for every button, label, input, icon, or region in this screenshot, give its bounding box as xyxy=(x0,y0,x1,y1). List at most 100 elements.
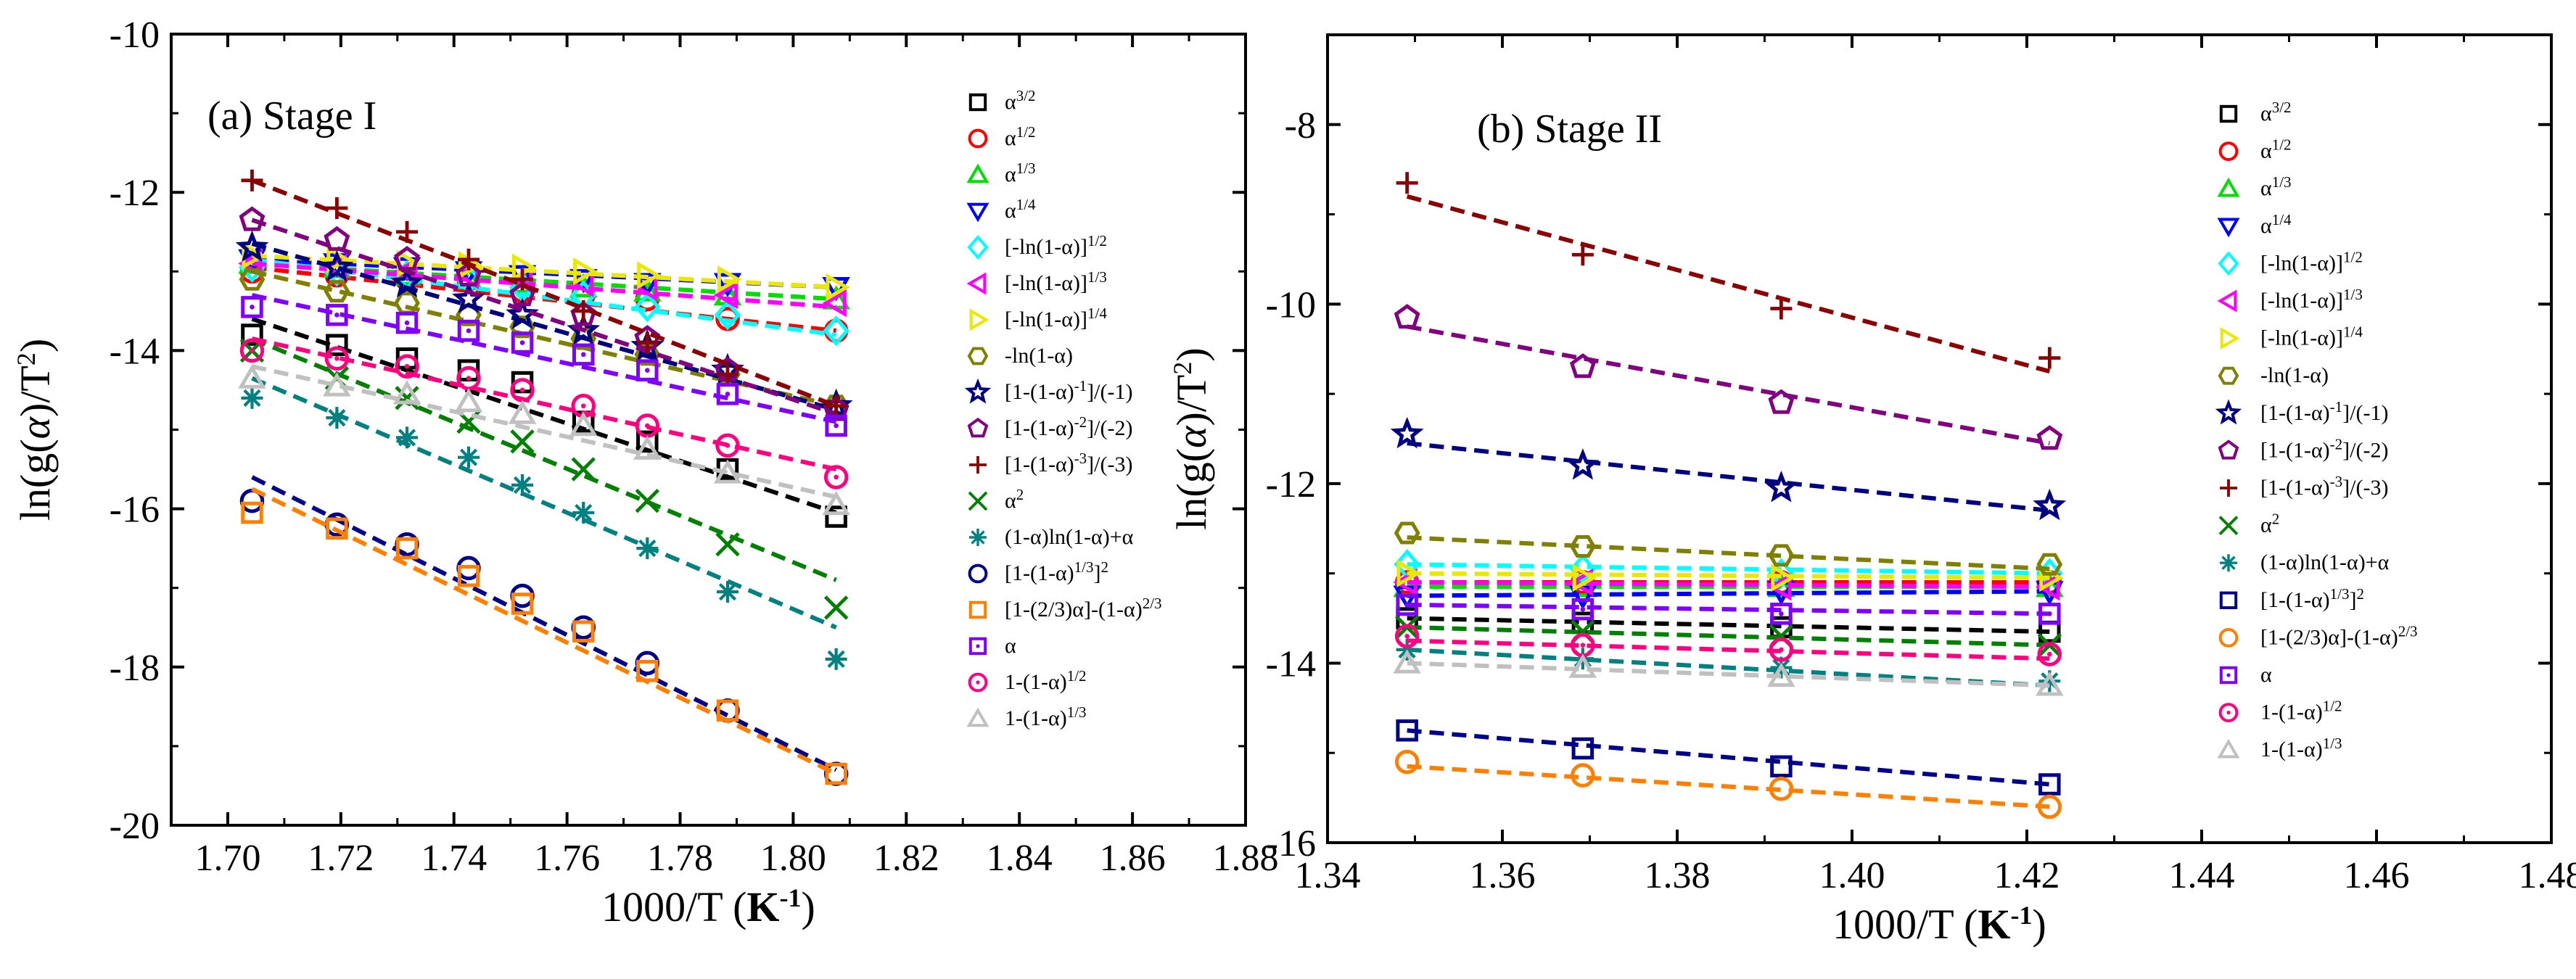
data-point-shape xyxy=(2036,553,2063,576)
legend-label: [1-(1-α)-2]/(-2) xyxy=(2260,435,2388,462)
data-point-shape xyxy=(511,268,534,291)
y-axis-title-alpha: α xyxy=(12,416,59,439)
data-point-shape xyxy=(1394,304,1420,329)
legend-label-sup: 1/2 xyxy=(1016,123,1036,141)
data-point xyxy=(1571,244,1594,266)
data-point-shape xyxy=(716,699,739,722)
legend-label: α xyxy=(2260,663,2272,687)
data-point xyxy=(1393,649,1421,674)
data-point xyxy=(510,429,535,454)
legend-marker xyxy=(968,600,987,619)
legend-marker xyxy=(2218,251,2239,276)
legend-item: [-ln(1-α)]1/4 xyxy=(2220,323,2363,350)
legend-marker xyxy=(966,202,989,223)
series-16 xyxy=(241,293,847,437)
legend-label-sup: -1 xyxy=(2330,398,2343,416)
data-point xyxy=(1767,572,1792,601)
legend-marker xyxy=(2218,366,2239,385)
data-point-shape xyxy=(457,319,480,342)
legend-label-sup: 1/3 xyxy=(1074,558,1094,576)
legend-marker xyxy=(2219,104,2238,123)
legend-item: [-ln(1-α)]1/2 xyxy=(2218,248,2363,276)
legend-label: 1-(1-α)1/2 xyxy=(1005,667,1087,694)
y-axis-title-tail: )/T xyxy=(1168,375,1215,426)
legend-label-part: [1-(1-α) xyxy=(2260,588,2330,612)
data-point xyxy=(508,400,537,424)
data-point-shape xyxy=(825,414,847,437)
data-point xyxy=(326,517,348,540)
fit-line xyxy=(251,241,837,413)
legend-label-part: α xyxy=(2260,102,2272,125)
data-point-shape xyxy=(636,537,659,560)
fit-line xyxy=(1407,616,2050,635)
data-point-shape xyxy=(1396,559,1421,587)
data-point xyxy=(1396,172,1418,194)
data-point-shape xyxy=(826,273,850,302)
data-point-shape xyxy=(326,407,348,429)
data-point xyxy=(323,372,351,397)
legend: α3/2α1/2α1/3α1/4[-ln(1-α)]1/2[-ln(1-α)]1… xyxy=(2215,99,2418,761)
x-axis-title-close: ) xyxy=(802,883,815,930)
legend-item: -ln(1-α) xyxy=(967,344,1073,368)
legend-marker-shape xyxy=(2217,218,2240,238)
legend-label-part: [1-(1-α) xyxy=(1005,416,1074,440)
legend-marker xyxy=(966,707,989,727)
data-point-dot xyxy=(1779,647,1784,653)
data-point-shape xyxy=(635,488,660,513)
legend-item: [1-(2/3)α]-(1-α)2/3 xyxy=(968,595,1162,621)
legend-marker xyxy=(2220,479,2237,497)
legend-label: α3/2 xyxy=(1005,87,1036,114)
data-point xyxy=(1569,553,1597,584)
data-point xyxy=(1770,755,1793,778)
data-point xyxy=(569,411,598,437)
data-point-dot xyxy=(1580,643,1586,648)
data-point xyxy=(825,395,847,417)
y-tick-label: -14 xyxy=(1266,643,1316,685)
data-point xyxy=(570,327,597,350)
data-point-shape xyxy=(1571,737,1594,760)
legend-item: (1-α)ln(1-α)+α xyxy=(969,525,1134,549)
legend-marker xyxy=(966,163,989,183)
data-point-shape xyxy=(395,532,419,557)
data-point xyxy=(713,459,742,484)
legend-label-part: α xyxy=(1005,126,1016,150)
series-9 xyxy=(1390,416,2067,521)
data-point-shape xyxy=(1394,624,1420,649)
data-point-dot xyxy=(834,474,839,480)
data-point-shape xyxy=(395,354,419,379)
data-point xyxy=(572,343,595,366)
legend-label-sup: 2 xyxy=(2272,511,2280,528)
legend-label-part: [1-(1-α) xyxy=(2260,476,2330,500)
legend-marker-shape xyxy=(968,637,987,656)
data-point xyxy=(1769,776,1794,801)
legend-marker-dot xyxy=(976,644,980,648)
data-point-shape xyxy=(239,268,266,291)
legend-item: α2 xyxy=(968,486,1024,513)
legend-label: α1/2 xyxy=(2260,136,2292,163)
legend-label-sup: -1 xyxy=(1074,377,1087,395)
data-point xyxy=(241,387,263,409)
data-point-dot xyxy=(1404,602,1410,608)
legend-item: α xyxy=(2219,663,2272,687)
legend-label-sup: 1/2 xyxy=(2343,248,2363,265)
data-point xyxy=(1571,737,1594,760)
legend-label-part: α xyxy=(2260,663,2272,687)
data-point xyxy=(572,502,595,524)
legend-label-part: [-ln(1-α)] xyxy=(2260,251,2343,275)
data-point xyxy=(633,435,662,460)
data-point xyxy=(1396,719,1418,742)
data-point-shape xyxy=(572,620,595,643)
data-point-dot xyxy=(2047,651,2052,657)
legend-label-sup: 1/2 xyxy=(1067,667,1087,685)
data-point xyxy=(320,249,354,282)
x-tick-label: 1.86 xyxy=(1100,838,1166,879)
data-point xyxy=(2038,773,2061,796)
data-point xyxy=(326,407,348,429)
data-point xyxy=(1572,563,1597,592)
data-point-shape xyxy=(2038,670,2061,693)
legend-marker-shape xyxy=(968,672,988,693)
data-point xyxy=(454,388,483,413)
data-point xyxy=(395,386,419,410)
data-point-dot xyxy=(580,352,586,358)
